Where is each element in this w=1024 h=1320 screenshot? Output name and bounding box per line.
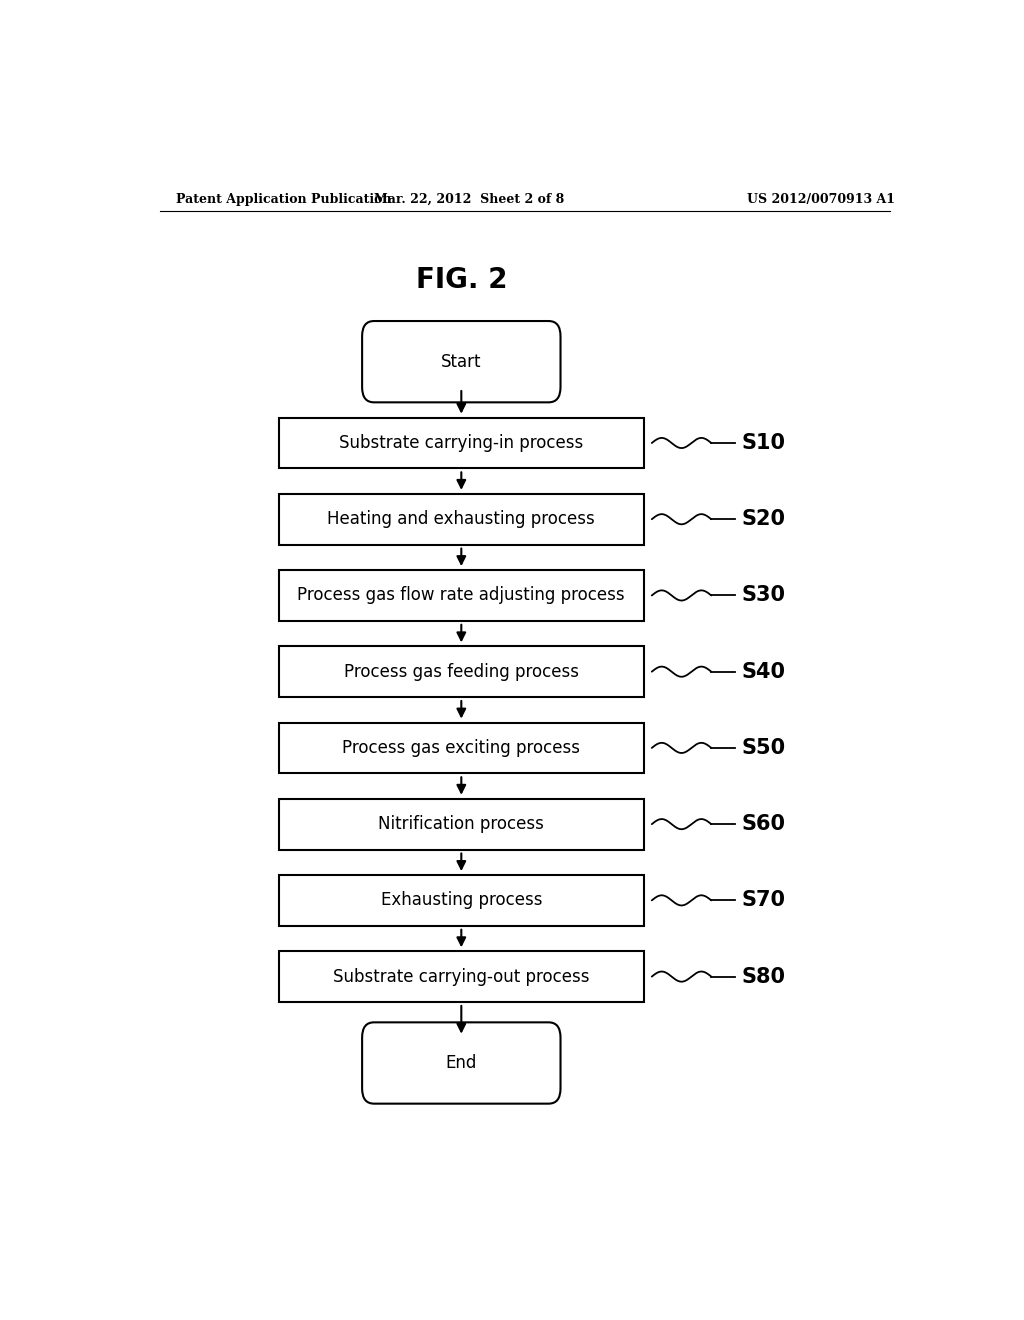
Text: Substrate carrying-out process: Substrate carrying-out process xyxy=(333,968,590,986)
Text: Nitrification process: Nitrification process xyxy=(379,816,544,833)
Text: S30: S30 xyxy=(741,586,785,606)
Text: Heating and exhausting process: Heating and exhausting process xyxy=(328,511,595,528)
FancyBboxPatch shape xyxy=(279,494,644,545)
Text: Start: Start xyxy=(441,352,481,371)
Text: S40: S40 xyxy=(741,661,785,681)
Text: Substrate carrying-in process: Substrate carrying-in process xyxy=(339,434,584,451)
Text: S10: S10 xyxy=(741,433,785,453)
Text: Process gas feeding process: Process gas feeding process xyxy=(344,663,579,681)
Text: Patent Application Publication: Patent Application Publication xyxy=(176,193,391,206)
FancyBboxPatch shape xyxy=(279,570,644,620)
Text: US 2012/0070913 A1: US 2012/0070913 A1 xyxy=(748,193,895,206)
Text: Mar. 22, 2012  Sheet 2 of 8: Mar. 22, 2012 Sheet 2 of 8 xyxy=(374,193,564,206)
Text: S70: S70 xyxy=(741,891,785,911)
Text: Exhausting process: Exhausting process xyxy=(381,891,542,909)
Text: S80: S80 xyxy=(741,966,785,986)
FancyBboxPatch shape xyxy=(279,799,644,850)
FancyBboxPatch shape xyxy=(279,647,644,697)
FancyBboxPatch shape xyxy=(279,952,644,1002)
FancyBboxPatch shape xyxy=(279,417,644,469)
Text: Process gas flow rate adjusting process: Process gas flow rate adjusting process xyxy=(298,586,625,605)
FancyBboxPatch shape xyxy=(279,875,644,925)
FancyBboxPatch shape xyxy=(279,722,644,774)
Text: S20: S20 xyxy=(741,510,785,529)
FancyBboxPatch shape xyxy=(362,321,560,403)
Text: Process gas exciting process: Process gas exciting process xyxy=(342,739,581,756)
Text: FIG. 2: FIG. 2 xyxy=(416,267,507,294)
Text: S60: S60 xyxy=(741,814,785,834)
Text: End: End xyxy=(445,1053,477,1072)
Text: S50: S50 xyxy=(741,738,785,758)
FancyBboxPatch shape xyxy=(362,1022,560,1104)
